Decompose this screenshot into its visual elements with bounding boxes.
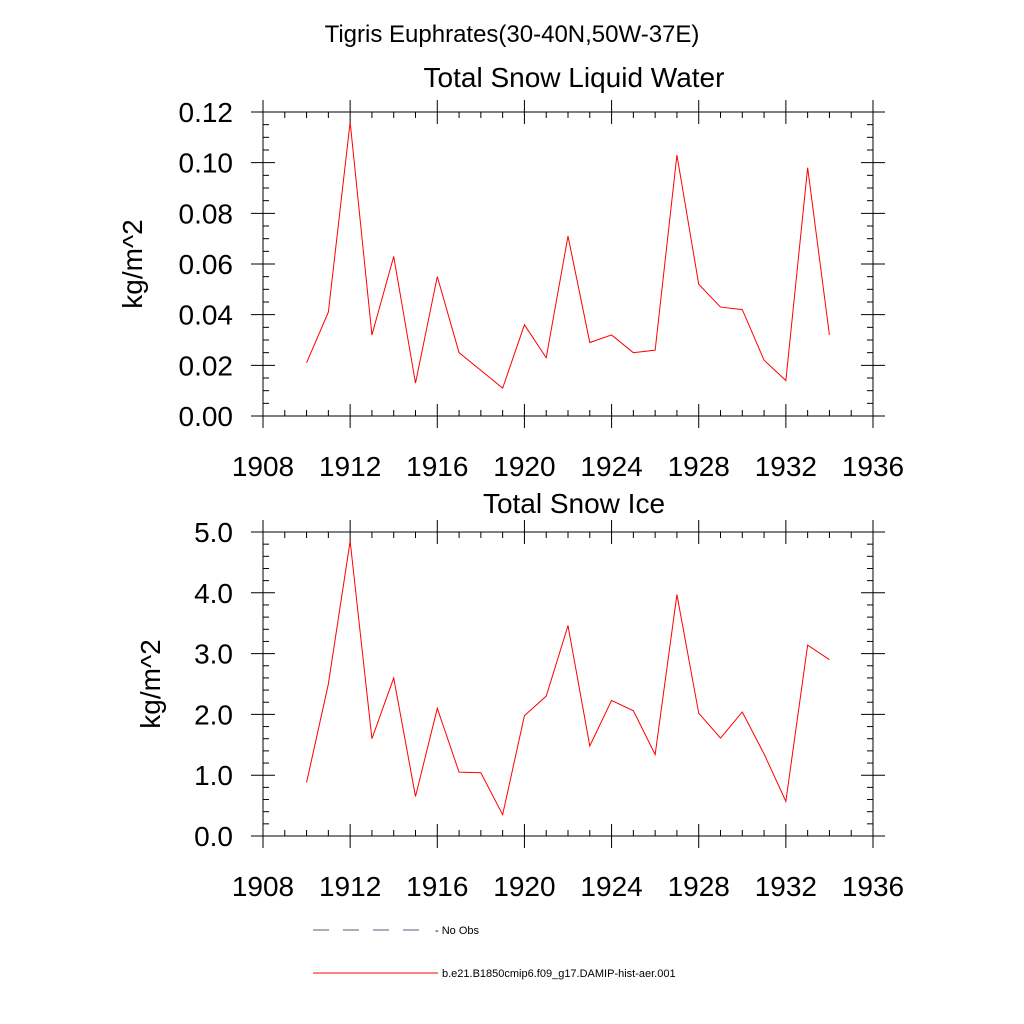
x-tick-label: 1936 (842, 451, 904, 482)
x-tick-label: 1916 (406, 451, 468, 482)
y-tick-label: 4.0 (194, 578, 233, 609)
x-tick-label: 1936 (842, 871, 904, 902)
y-tick-label: 0.10 (179, 148, 234, 179)
x-tick-label: 1912 (319, 451, 381, 482)
legend: - No Obs b.e21.B1850cmip6.f09_g17.DAMIP-h… (313, 925, 676, 980)
x-tick-label: 1920 (493, 451, 555, 482)
x-tick-label: 1916 (406, 871, 468, 902)
x-tick-label: 1908 (232, 451, 294, 482)
figure-suptitle: Tigris Euphrates(30-40N,50W-37E) (325, 21, 700, 48)
y-tick-label: 0.02 (179, 350, 234, 381)
y-tick-label: 3.0 (194, 639, 233, 670)
x-tick-label: 1908 (232, 871, 294, 902)
plot-frame (262, 111, 874, 417)
x-tick-label: 1928 (668, 451, 730, 482)
y-tick-label: 5.0 (194, 517, 233, 548)
x-tick-label: 1928 (668, 871, 730, 902)
x-tick-label: 1924 (580, 451, 642, 482)
y-tick-label: 1.0 (194, 760, 233, 791)
chart-title: Total Snow Ice (483, 488, 665, 519)
y-axis-label: kg/m^2 (135, 639, 166, 728)
legend-label: b.e21.B1850cmip6.f09_g17.DAMIP-hist-aer.… (442, 968, 676, 980)
x-tick-label: 1932 (755, 871, 817, 902)
legend-label: - No Obs (435, 925, 480, 937)
series-line (306, 541, 830, 817)
x-tick-label: 1932 (755, 451, 817, 482)
y-tick-label: 0.04 (179, 300, 234, 331)
chart-snow-ice: Total Snow Ice 1908 1912 1916 1920 1924 1928 19… (135, 488, 904, 902)
x-tick-label: 1920 (493, 871, 555, 902)
y-tick-label: 0.12 (179, 97, 234, 128)
y-tick-label: 2.0 (194, 699, 233, 730)
y-tick-label: 0.00 (179, 401, 234, 432)
y-tick-label: 0.06 (179, 249, 234, 280)
series-line (306, 122, 830, 389)
x-tick-label: 1924 (580, 871, 642, 902)
x-tick-label: 1912 (319, 871, 381, 902)
chart-title: Total Snow Liquid Water (424, 62, 725, 93)
y-axis-label: kg/m^2 (117, 219, 148, 308)
chart-snow-liquid-water: Total Snow Liquid Water 1908 1912 1916 1920 1… (117, 62, 904, 482)
y-tick-label: 0.08 (179, 198, 234, 229)
y-tick-label: 0.0 (194, 821, 233, 852)
